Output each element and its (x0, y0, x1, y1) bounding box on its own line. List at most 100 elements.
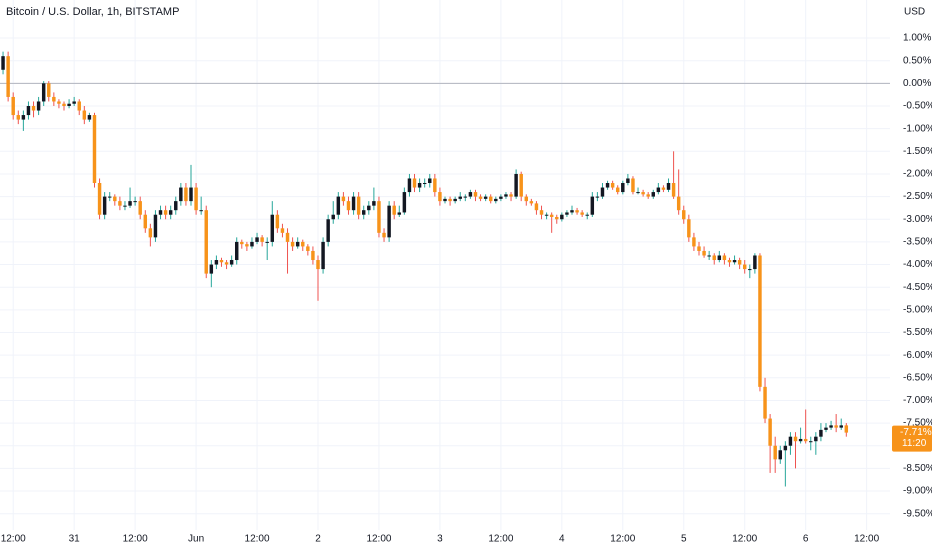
candle-body (641, 192, 645, 195)
candle-body (697, 246, 701, 251)
candle-body (224, 262, 229, 265)
x-tick-label: 12:00 (123, 534, 148, 545)
candle-body (336, 196, 341, 215)
candle-body (392, 205, 396, 215)
candle-body (803, 438, 808, 442)
candle-body (737, 260, 742, 265)
candle-body (57, 101, 61, 104)
candle-body (428, 178, 432, 184)
candle-body (199, 210, 203, 212)
candle-body (768, 418, 772, 446)
y-tick-label: 1.00% (903, 33, 931, 44)
x-tick-label: 12:00 (732, 534, 757, 545)
candle-body (234, 241, 239, 261)
x-tick-label: 6 (803, 534, 809, 545)
candle-body (6, 56, 10, 97)
candle-body (788, 436, 793, 446)
candle-body (722, 255, 727, 261)
candle-body (666, 183, 671, 190)
candle-body (82, 110, 87, 120)
candle-body (1, 56, 5, 70)
candle-body (809, 441, 813, 443)
candle-body (179, 187, 183, 202)
x-tick-label: 3 (437, 534, 443, 545)
candle-body (194, 187, 198, 211)
candle-body (168, 210, 173, 215)
candle-body (671, 183, 676, 197)
candle-body (621, 183, 625, 193)
candle-body (204, 210, 208, 274)
x-tick-label: 2 (315, 534, 321, 545)
candle-body (433, 178, 437, 193)
y-tick-label: -5.50% (903, 327, 932, 338)
candle-body (341, 196, 346, 202)
candle-body (240, 241, 244, 245)
candle-body (534, 203, 539, 211)
candle-body (16, 115, 21, 120)
countdown-label: 11:20 (902, 438, 927, 449)
candle-body (834, 425, 838, 428)
candle-body (270, 214, 275, 242)
candle-body (539, 210, 544, 215)
candle-body (361, 210, 366, 215)
candle-body (458, 196, 462, 199)
candle-body (245, 244, 249, 247)
y-tick-label: 0.50% (903, 55, 931, 66)
candle-body (712, 255, 716, 261)
candle-body (128, 201, 132, 206)
candle-body (702, 250, 706, 256)
candle-body (453, 198, 457, 202)
currency: USD (904, 7, 925, 18)
candle-body (118, 201, 122, 206)
plot (1, 51, 849, 487)
candle-body (742, 264, 747, 270)
candle-body (793, 436, 798, 442)
candle-body (107, 196, 112, 198)
candle-body (656, 187, 661, 193)
y-tick-label: -2.50% (903, 191, 932, 202)
candle-body (758, 255, 762, 387)
y-tick-label: -8.50% (903, 463, 932, 474)
candle-body (478, 196, 483, 199)
candle-body (514, 173, 518, 197)
candle-body (138, 201, 142, 215)
candle-body (499, 196, 503, 199)
candle-body (615, 187, 620, 193)
y-tick-label: -6.50% (903, 372, 932, 383)
candle-body (219, 260, 224, 263)
candle-body (11, 96, 15, 116)
candle-body (102, 196, 107, 215)
y-tick-label: -4.50% (903, 282, 932, 293)
axes: 1.00% 0.50% 0.00% -0.50% -1.00% -1.50% -2.00% -… (1, 33, 932, 545)
candle-body (422, 183, 427, 185)
candle-body (397, 212, 402, 215)
candle-body (301, 241, 305, 247)
candle-body (676, 196, 681, 211)
candle-body (47, 83, 51, 97)
candle-body (529, 201, 534, 204)
candle-body (356, 196, 361, 215)
candle-body (346, 201, 351, 211)
candle-body (265, 241, 269, 243)
candle-body (31, 106, 36, 111)
y-tick-label: 0.00% (903, 78, 931, 89)
candle-body (839, 425, 843, 428)
y-tick-label: -9.00% (903, 486, 932, 497)
candle-body (732, 260, 737, 263)
candle-body (311, 250, 315, 261)
candle-body (97, 183, 102, 215)
candle-body (519, 173, 523, 197)
candle-body (783, 445, 788, 451)
candle-body (544, 214, 549, 216)
price-tag-label: -7.71% (900, 427, 932, 438)
candle-body (560, 214, 564, 220)
candle-body (285, 232, 290, 242)
x-tick-label: 12:00 (1, 534, 26, 545)
y-tick-label: -1.50% (903, 146, 932, 157)
candle-body (229, 260, 234, 265)
candle-body (585, 214, 589, 216)
candle-body (707, 255, 711, 257)
candle-body (36, 101, 41, 111)
